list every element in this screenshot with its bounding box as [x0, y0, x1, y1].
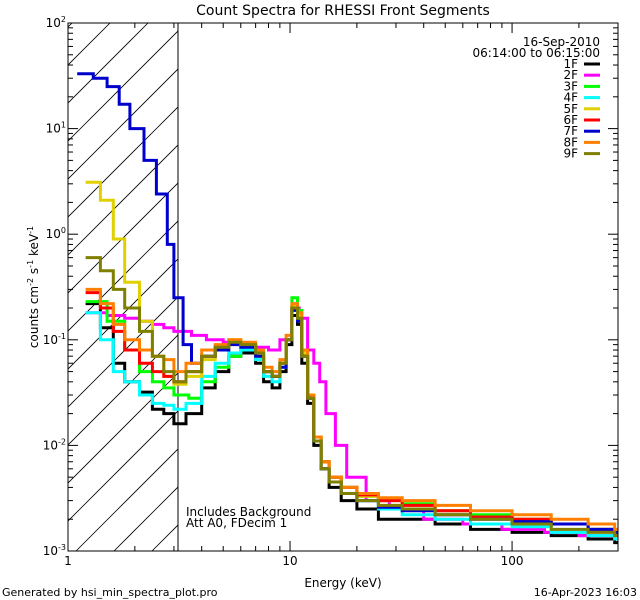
y-tick-label-exp: 0 [61, 226, 66, 235]
y-tick-label-exp: -2 [58, 437, 66, 446]
y-tick-label-base: 10 [43, 438, 58, 452]
y-tick-label-exp: -3 [58, 543, 66, 552]
hatch-line [68, 23, 149, 104]
legend-date: 16-Sep-2010 [523, 35, 600, 49]
hatch-line [68, 144, 178, 256]
y-tick-label-exp: 2 [61, 15, 66, 24]
legend-label-4f: 4F [563, 91, 578, 105]
hatch-line [68, 372, 178, 484]
hatch-line [75, 448, 178, 551]
y-tick-label-base: 10 [43, 544, 58, 558]
y-tick-label-base: 10 [43, 333, 58, 347]
plot-frame [67, 22, 619, 552]
footer-timestamp: 16-Apr-2023 16:03 [534, 586, 637, 599]
x-tick-label: 10 [282, 554, 297, 568]
y-axis-label-part: keV [27, 233, 41, 260]
y-axis-label-exp: -2 [26, 278, 35, 286]
hatch-line [68, 334, 178, 446]
legend-label-1f: 1F [563, 57, 578, 71]
series-line-9f [85, 256, 618, 538]
y-tick-label: 10-1 [43, 332, 66, 347]
y-axis-label-exp: -1 [26, 226, 35, 234]
y-axis-label-exp: -1 [26, 260, 35, 268]
y-axis-label-part: counts cm [27, 286, 41, 348]
y-tick-label-exp: -1 [58, 332, 66, 341]
legend-label-9f: 9F [563, 147, 578, 161]
hatch-line [68, 258, 178, 370]
series-layer [77, 72, 618, 545]
x-axis-label: Energy (keV) [304, 576, 381, 590]
annotation-attenuator: Att A0, FDecim 1 [186, 516, 287, 530]
hatch-line [68, 68, 178, 180]
legend-label-6f: 6F [563, 113, 578, 127]
y-tick-label-base: 10 [46, 122, 61, 136]
y-axis-label-part: s [27, 268, 41, 278]
hatch-line [68, 220, 178, 332]
x-tick-label: 1 [64, 554, 72, 568]
hatch-line [113, 486, 178, 551]
y-tick-label-exp: 1 [61, 121, 66, 130]
excluded-region-hatch [0, 0, 640, 551]
series-line-7f [77, 72, 618, 534]
series-line-5f [85, 180, 618, 534]
hatch-line [68, 410, 178, 522]
chart-title: Count Spectra for RHESSI Front Segments [196, 3, 490, 19]
legend-label-7f: 7F [563, 124, 578, 138]
hatch-line [228, 0, 640, 551]
y-tick-label: 102 [46, 15, 66, 30]
legend-label-5f: 5F [563, 102, 578, 116]
y-tick-label-base: 10 [46, 227, 61, 241]
axis-ticks [67, 22, 619, 552]
hatch-line [68, 182, 178, 294]
y-tick-label: 100 [46, 226, 66, 241]
hatch-line [68, 106, 178, 218]
y-tick-label-base: 10 [46, 16, 61, 30]
legend-time-range: 06:14:00 to 06:15:00 [473, 46, 600, 60]
y-tick-label: 10-2 [43, 437, 66, 452]
y-tick-label: 101 [46, 121, 66, 136]
footer-generator: Generated by hsi_min_spectra_plot.pro [2, 586, 218, 599]
x-tick-label: 100 [501, 554, 524, 568]
legend-label-3f: 3F [563, 79, 578, 93]
hatch-line [68, 30, 178, 142]
legend-label-8f: 8F [563, 135, 578, 149]
y-tick-label: 10-3 [43, 543, 66, 558]
y-axis-label: counts cm-2 s-1 keV-1 [26, 226, 41, 348]
legend-label-2f: 2F [563, 68, 578, 82]
annotation-background: Includes Background [186, 505, 311, 519]
hatch-line [0, 0, 28, 551]
